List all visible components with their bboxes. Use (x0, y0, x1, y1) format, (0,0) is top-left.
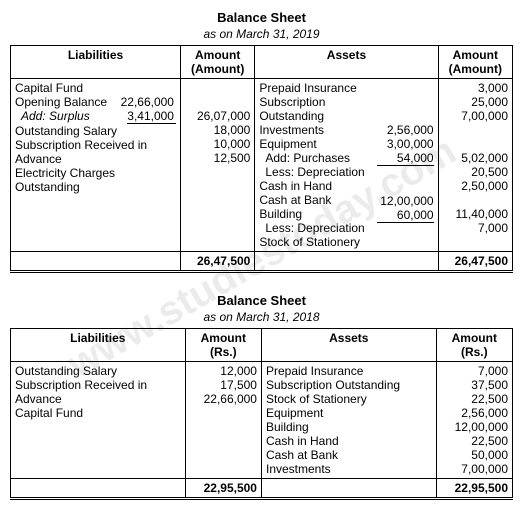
cash-hand-val: 20,500 (443, 165, 508, 179)
building-label: Building (259, 207, 369, 221)
liab-amount-cell-2: 12,000 17,500 22,66,000 (185, 362, 261, 479)
capital-fund-val-2: 22,66,000 (190, 392, 257, 406)
assets-inner-cell: 2,56,000 3,00,000 54,000 12,00,000 60,00… (373, 79, 438, 252)
outstanding-salary-val: 18,000 (185, 123, 250, 137)
equipment-label: Equipment (259, 137, 369, 151)
stationery-label: Stock of Stationery (259, 235, 369, 249)
prepaid-ins-label-2: Prepaid Insurance (266, 364, 432, 378)
sub-out-val: 25,000 (443, 95, 508, 109)
equipment-label-2: Equipment (266, 406, 432, 420)
assets-amount-cell: 3,000 25,000 7,00,000 5,02,000 20,500 2,… (438, 79, 512, 252)
header-amount-assets: Amount (Amount) (438, 46, 512, 79)
sub-out-label: Subscription Outstanding (259, 95, 369, 123)
prepaid-ins-label: Prepaid Insurance (259, 81, 369, 95)
assets-amount-cell-2: 7,000 37,500 22,500 2,56,000 12,00,000 2… (436, 362, 512, 479)
investments-val: 7,00,000 (443, 109, 508, 123)
cash-hand-val-2: 22,500 (441, 434, 508, 448)
header-liabilities-2: Liabilities (11, 329, 186, 362)
balance-sheet-2019: Liabilities Amount (Amount) Assets Amoun… (10, 45, 513, 273)
liab-total-blank (11, 252, 181, 272)
cash-hand-label: Cash in Hand (259, 179, 369, 193)
liab-total-blank-2 (11, 479, 186, 499)
sub-advance-val: 10,000 (185, 137, 250, 151)
outstanding-salary-label-2: Outstanding Salary (15, 364, 181, 378)
equipment-val: 2,56,000 (377, 123, 433, 137)
add-surplus-val: 3,41,000 (127, 109, 176, 124)
header-liabilities: Liabilities (11, 46, 181, 79)
less-dep-label: Less: Depreciation (259, 165, 369, 179)
sub-advance-label: Subscription Received in Advance (15, 138, 176, 166)
add-purchases-val: 3,00,000 (377, 137, 433, 151)
prepaid-ins-val: 3,000 (443, 81, 508, 95)
cash-bank-val-2: 50,000 (441, 448, 508, 462)
assets-cell-2: Prepaid Insurance Subscription Outstandi… (261, 362, 436, 479)
prepaid-ins-val-2: 7,000 (441, 364, 508, 378)
assets-total: 26,47,500 (438, 252, 512, 272)
liab-cell-2: Outstanding Salary Subscription Received… (11, 362, 186, 479)
investments-label-2: Investments (266, 462, 432, 476)
sheet2-subtitle: as on March 31, 2018 (10, 310, 513, 324)
capital-fund-label-2: Capital Fund (15, 406, 181, 420)
sub-out-val-2: 37,500 (441, 378, 508, 392)
stationery-val-2: 22,500 (441, 392, 508, 406)
add-purchases-label: Add: Purchases (259, 151, 369, 165)
header-amount-assets-2: Amount (Rs.) (436, 329, 512, 362)
liab-total: 26,47,500 (180, 252, 254, 272)
sheet1-title: Balance Sheet (10, 10, 513, 25)
cash-bank-val: 2,50,000 (443, 179, 508, 193)
assets-cell: Prepaid Insurance Subscription Outstandi… (255, 79, 374, 252)
stationery-label-2: Stock of Stationery (266, 392, 432, 406)
building-total: 11,40,000 (443, 207, 508, 221)
electricity-label: Electricity Charges Outstanding (15, 166, 176, 194)
building-val-2: 12,00,000 (441, 420, 508, 434)
sub-out-label-2: Subscription Outstanding (266, 378, 432, 392)
stationery-val: 7,000 (443, 221, 508, 235)
sheet1-subtitle: as on March 31, 2019 (10, 27, 513, 41)
cash-hand-label-2: Cash in Hand (266, 434, 432, 448)
sheet2-title: Balance Sheet (10, 293, 513, 308)
equip-total: 5,02,000 (443, 151, 508, 165)
add-surplus-label: Add: Surplus (15, 109, 90, 124)
opening-balance-label: Opening Balance (15, 95, 107, 109)
header-amount-liab: Amount (Amount) (180, 46, 254, 79)
liab-amount-cell: 26,07,000 18,000 10,000 12,500 (180, 79, 254, 252)
header-assets-2: Assets (261, 329, 436, 362)
assets-total-blank (255, 252, 438, 272)
capital-fund-label: Capital Fund (15, 81, 176, 95)
opening-balance-val: 22,66,000 (121, 95, 176, 109)
investments-val-2: 7,00,000 (441, 462, 508, 476)
building-label-2: Building (266, 420, 432, 434)
cash-bank-label: Cash at Bank (259, 193, 369, 207)
header-amount-liab-2: Amount (Rs.) (185, 329, 261, 362)
assets-total-2: 22,95,500 (436, 479, 512, 499)
electricity-val: 12,500 (185, 151, 250, 165)
liab-cell: Capital Fund Opening Balance 22,66,000 A… (11, 79, 181, 252)
equipment-val-2: 2,56,000 (441, 406, 508, 420)
outstanding-salary-val-2: 12,000 (190, 364, 257, 378)
sub-advance-label-2: Subscription Received in Advance (15, 378, 181, 406)
less-dep2-val: 60,000 (377, 208, 433, 223)
liab-total-2: 22,95,500 (185, 479, 261, 499)
assets-total-blank-2 (261, 479, 436, 499)
investments-label: Investments (259, 123, 369, 137)
balance-sheet-2018: Liabilities Amount (Rs.) Assets Amount (… (10, 328, 513, 500)
capital-total: 26,07,000 (185, 109, 250, 123)
less-dep-val: 54,000 (377, 151, 433, 166)
outstanding-salary-label: Outstanding Salary (15, 124, 176, 138)
header-assets: Assets (255, 46, 438, 79)
less-dep2-label: Less: Depreciation (259, 221, 369, 235)
cash-bank-label-2: Cash at Bank (266, 448, 432, 462)
sub-advance-val-2: 17,500 (190, 378, 257, 392)
building-val: 12,00,000 (377, 194, 433, 208)
